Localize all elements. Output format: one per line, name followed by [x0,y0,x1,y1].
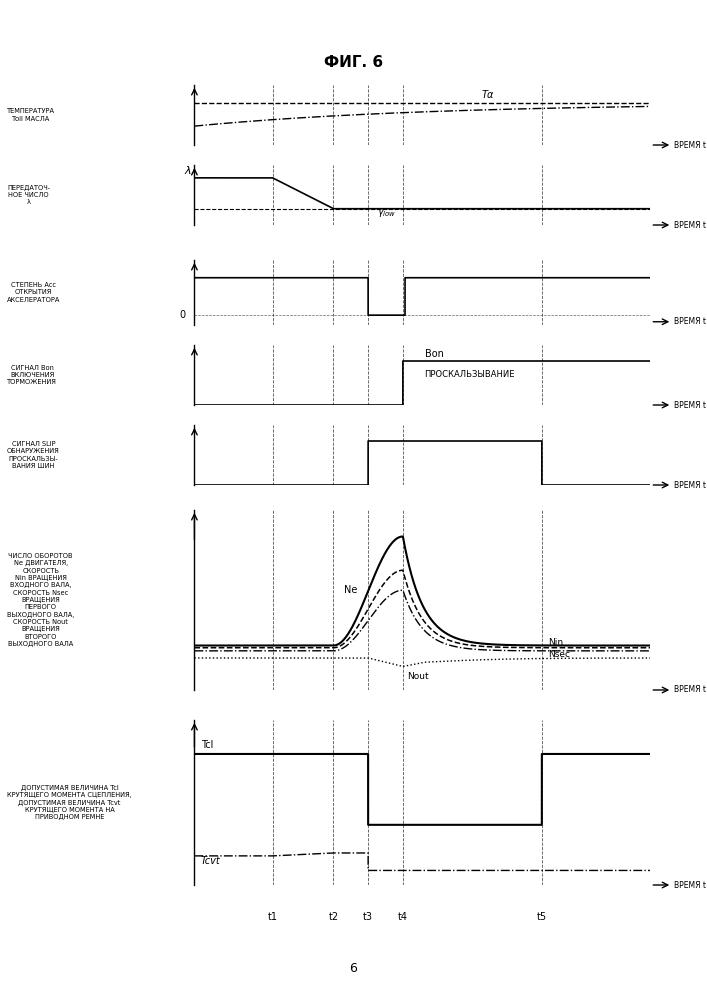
Text: $\gamma_{low}$: $\gamma_{low}$ [377,207,396,219]
Text: ЧИСЛО ОБОРОТОВ
Ne ДВИГАТЕЛЯ,
СКОРОСТЬ
Nin ВРАЩЕНИЯ
ВХОДНОГО ВАЛА,
СКОРОСТЬ Nsec
: ЧИСЛО ОБОРОТОВ Ne ДВИГАТЕЛЯ, СКОРОСТЬ Ni… [7,553,74,647]
Text: ТЕМПЕРАТУРА
Toil МАСЛА: ТЕМПЕРАТУРА Toil МАСЛА [7,108,55,122]
Text: ПЕРЕДАТОЧ-
НОЕ ЧИСЛО
λ: ПЕРЕДАТОЧ- НОЕ ЧИСЛО λ [7,185,50,205]
Text: ВРЕМЯ t: ВРЕМЯ t [674,880,706,890]
Text: $T\alpha$: $T\alpha$ [481,88,496,100]
Text: t2: t2 [328,912,339,922]
Text: Nsec: Nsec [549,650,571,659]
Text: ПРОСКАЛЬЗЫВАНИЕ: ПРОСКАЛЬЗЫВАНИЕ [425,370,515,379]
Text: ДОПУСТИМАЯ ВЕЛИЧИНА Tcl
КРУТЯЩЕГО МОМЕНТА СЦЕПЛЕНИЯ,
ДОПУСТИМАЯ ВЕЛИЧИНА Tcvt
КР: ДОПУСТИМАЯ ВЕЛИЧИНА Tcl КРУТЯЩЕГО МОМЕНТ… [7,785,132,820]
Text: 0: 0 [180,310,186,320]
Text: Bon: Bon [425,349,443,359]
Text: СИГНАЛ SLIP
ОБНАРУЖЕНИЯ
ПРОСКАЛЬЗЫ-
ВАНИЯ ШИН: СИГНАЛ SLIP ОБНАРУЖЕНИЯ ПРОСКАЛЬЗЫ- ВАНИ… [7,441,60,469]
Text: t1: t1 [267,912,278,922]
Text: ВРЕМЯ t: ВРЕМЯ t [674,221,706,230]
Text: Nin: Nin [549,638,563,647]
Text: Nout: Nout [407,672,429,681]
Text: Ne: Ne [344,585,358,595]
Text: ВРЕМЯ t: ВРЕМЯ t [674,481,706,489]
Text: СТЕПЕНЬ Acc
ОТКРЫТИЯ
АКСЕЛЕРАТОРА: СТЕПЕНЬ Acc ОТКРЫТИЯ АКСЕЛЕРАТОРА [7,282,60,303]
Text: $\lambda$: $\lambda$ [184,164,192,176]
Text: t4: t4 [398,912,408,922]
Text: t3: t3 [363,912,373,922]
Text: ФИГ. 6: ФИГ. 6 [324,55,383,70]
Text: СИГНАЛ Bon
ВКЛЮЧЕНИЯ
ТОРМОЖЕНИЯ: СИГНАЛ Bon ВКЛЮЧЕНИЯ ТОРМОЖЕНИЯ [7,365,57,385]
Text: t5: t5 [537,912,547,922]
Text: 6: 6 [349,962,358,975]
Text: Tcl: Tcl [201,740,214,750]
Text: ВРЕМЯ t: ВРЕМЯ t [674,317,706,326]
Text: ВРЕМЯ t: ВРЕМЯ t [674,686,706,694]
Text: ВРЕМЯ t: ВРЕМЯ t [674,400,706,410]
Text: ВРЕМЯ t: ВРЕМЯ t [674,140,706,149]
Text: Tcvt: Tcvt [201,856,221,866]
